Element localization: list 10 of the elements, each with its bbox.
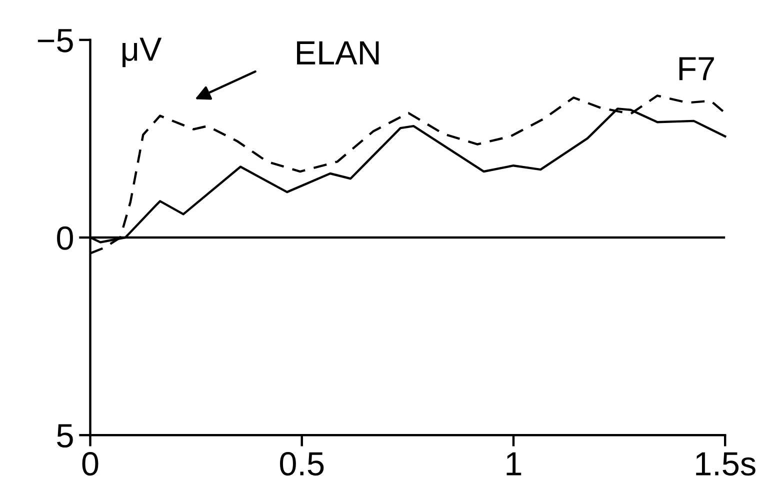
x-tick-label: 1.5s (696, 452, 756, 476)
y-tick-label: 0 (57, 226, 73, 250)
y-tick-label: 5 (57, 424, 73, 448)
x-tick-label: 0 (82, 452, 98, 476)
y-axis-title: μV (122, 38, 162, 68)
y-tick-label: −5 (38, 29, 73, 52)
x-tick-label: 0.5 (280, 452, 324, 476)
annotation: F7 (679, 57, 714, 80)
x-tick-label: 1 (506, 452, 522, 476)
annotation: ELAN (297, 41, 379, 64)
